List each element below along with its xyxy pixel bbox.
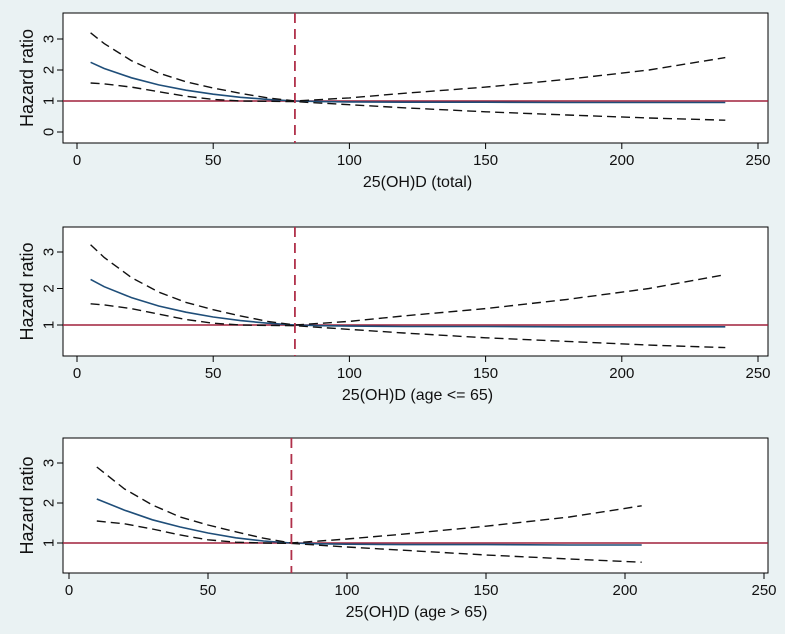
- y-axis-label: Hazard ratio: [17, 29, 37, 127]
- y-tick-label: 1: [41, 539, 58, 547]
- x-axis-label: 25(OH)D (age > 65): [346, 604, 488, 621]
- y-tick-label: 3: [41, 35, 58, 43]
- x-tick-label: 50: [205, 152, 222, 169]
- x-tick-label: 0: [65, 582, 73, 599]
- x-tick-label: 250: [745, 152, 770, 169]
- x-tick-label: 100: [337, 365, 362, 382]
- x-tick-label: 150: [473, 582, 498, 599]
- x-tick-label: 50: [205, 365, 222, 382]
- estimate-line: [90, 61, 726, 104]
- x-tick-label: 150: [473, 365, 498, 382]
- y-tick-label: 2: [41, 284, 58, 292]
- x-tick-label: 250: [745, 365, 770, 382]
- y-axis-label: Hazard ratio: [17, 456, 37, 554]
- x-tick-label: 200: [609, 152, 634, 169]
- estimate-line: [90, 278, 726, 328]
- ci-lower-line: [90, 82, 726, 121]
- data-layer: [63, 438, 768, 573]
- y-tick-label: 1: [41, 321, 58, 329]
- x-tick-label: 250: [751, 582, 776, 599]
- x-tick-label: 200: [609, 365, 634, 382]
- data-layer: [63, 13, 768, 143]
- estimate-line: [96, 498, 642, 546]
- y-tick-label: 3: [41, 248, 58, 256]
- x-axis-label: 25(OH)D (total): [363, 174, 472, 191]
- plot-area: [62, 226, 769, 357]
- y-tick-label: 2: [41, 66, 58, 74]
- panel-1: 0 50 100 150 200 250 0 1 2 3 25(OH)D (total) Hazard…: [17, 12, 771, 191]
- ci-lower-line: [90, 303, 726, 349]
- plot-area: [62, 12, 769, 144]
- ci-lower-line: [96, 520, 642, 563]
- data-layer: [63, 227, 768, 356]
- y-tick-label: 3: [41, 459, 58, 467]
- y-tick-label: 0: [41, 128, 58, 136]
- y-axis-label: Hazard ratio: [17, 242, 37, 340]
- x-tick-label: 100: [334, 582, 359, 599]
- x-tick-label: 200: [612, 582, 637, 599]
- x-tick-label: 0: [73, 152, 81, 169]
- y-tick-label: 1: [41, 97, 58, 105]
- x-tick-label: 150: [473, 152, 498, 169]
- x-tick-label: 50: [200, 582, 217, 599]
- panel-3: 0 50 100 150 200 250 1 2 3 25(OH)D (age > 65) Haza…: [17, 437, 777, 621]
- x-tick-label: 0: [73, 365, 81, 382]
- y-tick-label: 2: [41, 499, 58, 507]
- plot-area: [62, 437, 769, 574]
- x-tick-label: 100: [337, 152, 362, 169]
- panel-2: 0 50 100 150 200 250 1 2 3 25(OH)D (age <= 65) Haz…: [17, 226, 771, 404]
- ci-upper-line: [90, 244, 726, 326]
- x-axis-label: 25(OH)D (age <= 65): [342, 387, 493, 404]
- ci-upper-line: [96, 466, 642, 544]
- ci-upper-line: [90, 32, 726, 102]
